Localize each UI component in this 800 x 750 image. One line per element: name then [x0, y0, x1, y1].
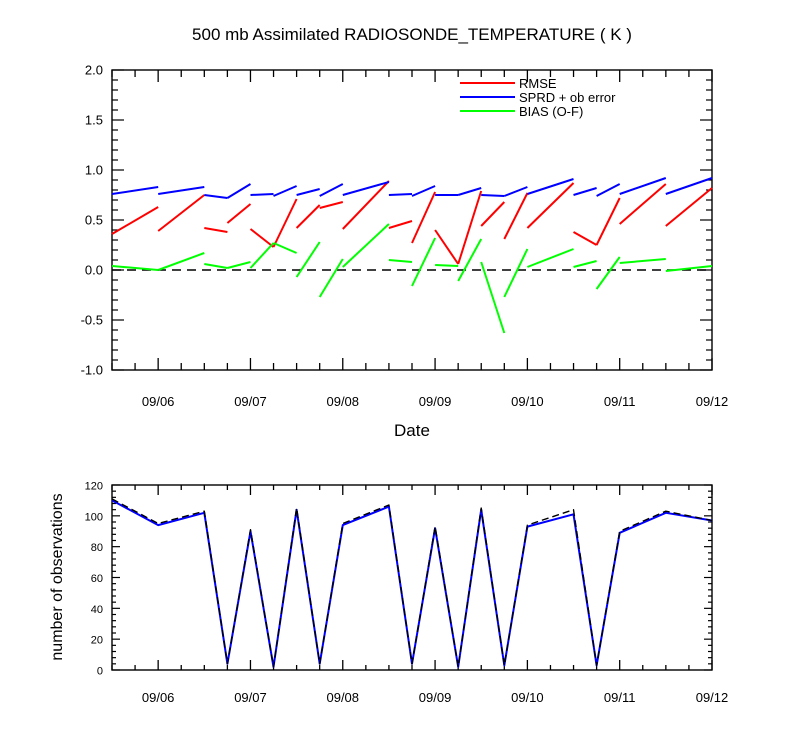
- bias-o-f--segment: [480, 261, 506, 334]
- rmse-segment: [111, 206, 159, 235]
- x-tick-label: 09/08: [326, 690, 359, 705]
- bias-o-f--segment: [411, 237, 437, 287]
- sprd-ob-error-segment: [573, 187, 597, 196]
- x-tick-label: 09/08: [326, 394, 359, 409]
- x-axis-label: Date: [394, 421, 430, 440]
- y-tick-label: 100: [85, 511, 103, 523]
- y-tick-label: 120: [85, 481, 103, 493]
- rmse-segment: [573, 231, 598, 246]
- rmse-segment: [480, 201, 506, 227]
- rmse-segment: [619, 183, 667, 225]
- y-tick-label: 0: [97, 666, 103, 678]
- sprd-ob-error-segment: [296, 188, 320, 196]
- bottom-chart: 09/06 09/07 09/08 09/09 09/10 09/11 09/12 0 20 40…: [49, 481, 728, 706]
- rmse-segment: [272, 198, 298, 248]
- legend-label: BIAS (O-F): [519, 104, 583, 119]
- rmse-segment: [388, 220, 413, 229]
- x-tick-label: 09/10: [511, 394, 544, 409]
- rmse-segment: [295, 204, 321, 229]
- bias-o-f--segment: [435, 264, 459, 267]
- sprd-ob-error-segment: [388, 193, 413, 196]
- bias-o-f--segment: [204, 263, 228, 269]
- bias-o-f--segment: [157, 252, 205, 271]
- y-tick-label: -1.0: [81, 363, 103, 378]
- rmse-segment: [665, 187, 713, 227]
- y-tick-label: 80: [91, 542, 103, 554]
- possible-observations-line: [111, 498, 713, 668]
- top-chart: 09/06 09/07 09/08 09/09 09/10 09/11 09/12 -1.0 -…: [81, 25, 729, 440]
- sprd-ob-error-segment: [503, 186, 528, 197]
- bias-o-f--segment: [595, 256, 621, 290]
- bias-o-f--segment: [573, 260, 597, 268]
- bias-o-f--segment: [273, 242, 297, 254]
- sprd-ob-error-segment: [411, 185, 436, 197]
- rmse-segment: [204, 227, 228, 233]
- sprd-ob-error-segment: [226, 183, 252, 199]
- sprd-ob-error-segment: [457, 187, 482, 196]
- rmse-segment: [342, 180, 390, 230]
- y-tick-label: 40: [91, 604, 103, 616]
- y-axis-label: number of observations: [49, 493, 66, 660]
- y-tick-label: 0.5: [85, 213, 103, 228]
- sprd-ob-error-segment: [250, 193, 274, 196]
- rmse-segment: [526, 182, 575, 229]
- sprd-ob-error-segment: [596, 183, 621, 197]
- rmse-segment: [319, 201, 344, 209]
- sprd-ob-error-segment: [158, 186, 205, 195]
- x-tick-label: 09/09: [419, 394, 452, 409]
- bias-o-f--segment: [295, 241, 321, 278]
- rmse-segment: [411, 191, 437, 244]
- bias-o-f--segment: [318, 258, 344, 298]
- chart-title: 500 mb Assimilated RADIOSONDE_TEMPERATUR…: [192, 25, 632, 44]
- y-tick-label: 2.0: [85, 63, 103, 78]
- sprd-ob-error-segment: [273, 185, 297, 197]
- sprd-ob-error-segment: [527, 178, 574, 195]
- y-tick-label: 0.0: [85, 263, 103, 278]
- rmse-segment: [157, 194, 205, 232]
- plot-frame: [111, 69, 713, 371]
- x-tick-label: 09/10: [511, 690, 544, 705]
- x-tick-label: 09/07: [234, 394, 267, 409]
- bias-o-f--segment: [111, 265, 159, 271]
- x-tick-label: 09/11: [604, 394, 636, 409]
- bias-o-f--segment: [503, 248, 529, 298]
- x-tick-label: 09/11: [604, 690, 636, 705]
- bias-o-f--segment: [388, 259, 413, 263]
- sprd-ob-error-segment: [111, 186, 159, 195]
- y-tick-label: 1.0: [85, 163, 103, 178]
- legend-label: RMSE: [519, 76, 557, 91]
- x-tick-label: 09/09: [419, 690, 452, 705]
- x-tick-label: 09/07: [234, 690, 267, 705]
- legend-label: SPRD + ob error: [519, 90, 616, 105]
- used-observations-line: [111, 499, 713, 668]
- sprd-ob-error-segment: [619, 177, 667, 195]
- sprd-ob-error-segment: [204, 194, 228, 199]
- rmse-segment: [503, 192, 529, 240]
- x-tick-label: 09/12: [696, 394, 729, 409]
- bias-o-f--segment: [527, 248, 574, 268]
- y-tick-label: 1.5: [85, 113, 103, 128]
- sprd-ob-error-segment: [665, 177, 713, 195]
- bias-o-f--segment: [665, 265, 713, 272]
- bias-o-f--segment: [249, 242, 275, 269]
- rmse-segment: [434, 229, 460, 265]
- x-tick-label: 09/12: [696, 690, 729, 705]
- rmse-segment: [457, 190, 483, 265]
- sprd-ob-error-segment: [319, 183, 344, 197]
- bias-o-f--segment: [619, 258, 666, 264]
- bias-o-f--segment: [342, 223, 390, 268]
- rmse-segment: [249, 228, 275, 248]
- bias-o-f--segment: [457, 238, 483, 282]
- sprd-ob-error-segment: [342, 181, 390, 196]
- rmse-segment: [226, 203, 252, 224]
- y-tick-label: -0.5: [81, 313, 103, 328]
- bias-o-f--segment: [227, 261, 251, 269]
- y-tick-label: 60: [91, 573, 103, 585]
- rmse-segment: [595, 197, 621, 246]
- x-tick-label: 09/06: [142, 690, 175, 705]
- sprd-ob-error-segment: [481, 194, 505, 197]
- x-tick-label: 09/06: [142, 394, 175, 409]
- y-tick-label: 20: [91, 635, 103, 647]
